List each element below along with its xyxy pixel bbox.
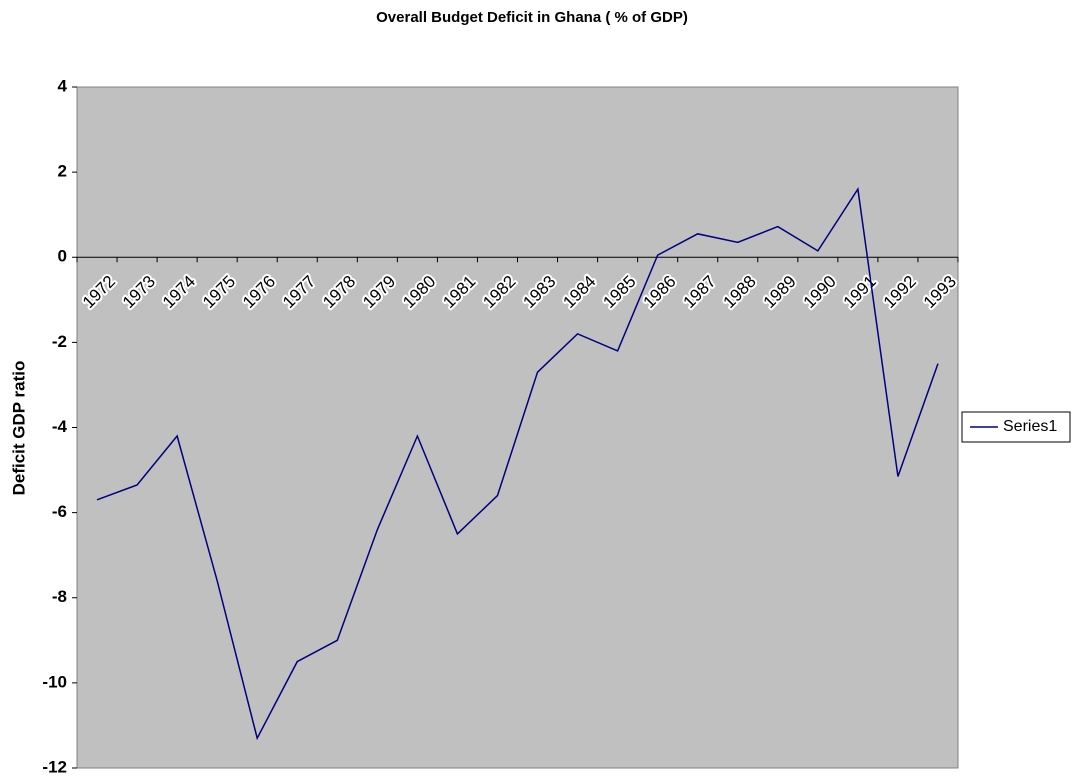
series-line — [96, 187, 939, 741]
y-tick-label: -6 — [52, 502, 67, 521]
y-tick-label: -2 — [52, 332, 67, 351]
plot-area — [76, 86, 959, 769]
y-tick-label: -10 — [42, 672, 67, 691]
y-tick-label: 2 — [58, 162, 67, 181]
chart-title: Overall Budget Deficit in Ghana ( % of G… — [376, 9, 688, 26]
y-tick-label: -12 — [42, 757, 67, 776]
legend: Series1 — [961, 411, 1071, 443]
y-tick-label: 4 — [58, 76, 68, 95]
y-tick-label: -8 — [52, 587, 67, 606]
y-axis-label: Deficit GDP ratio — [9, 361, 28, 496]
legend-label: Series1 — [1003, 418, 1057, 435]
y-tick-label: 0 — [58, 247, 67, 266]
y-tick-label: -4 — [52, 417, 68, 436]
